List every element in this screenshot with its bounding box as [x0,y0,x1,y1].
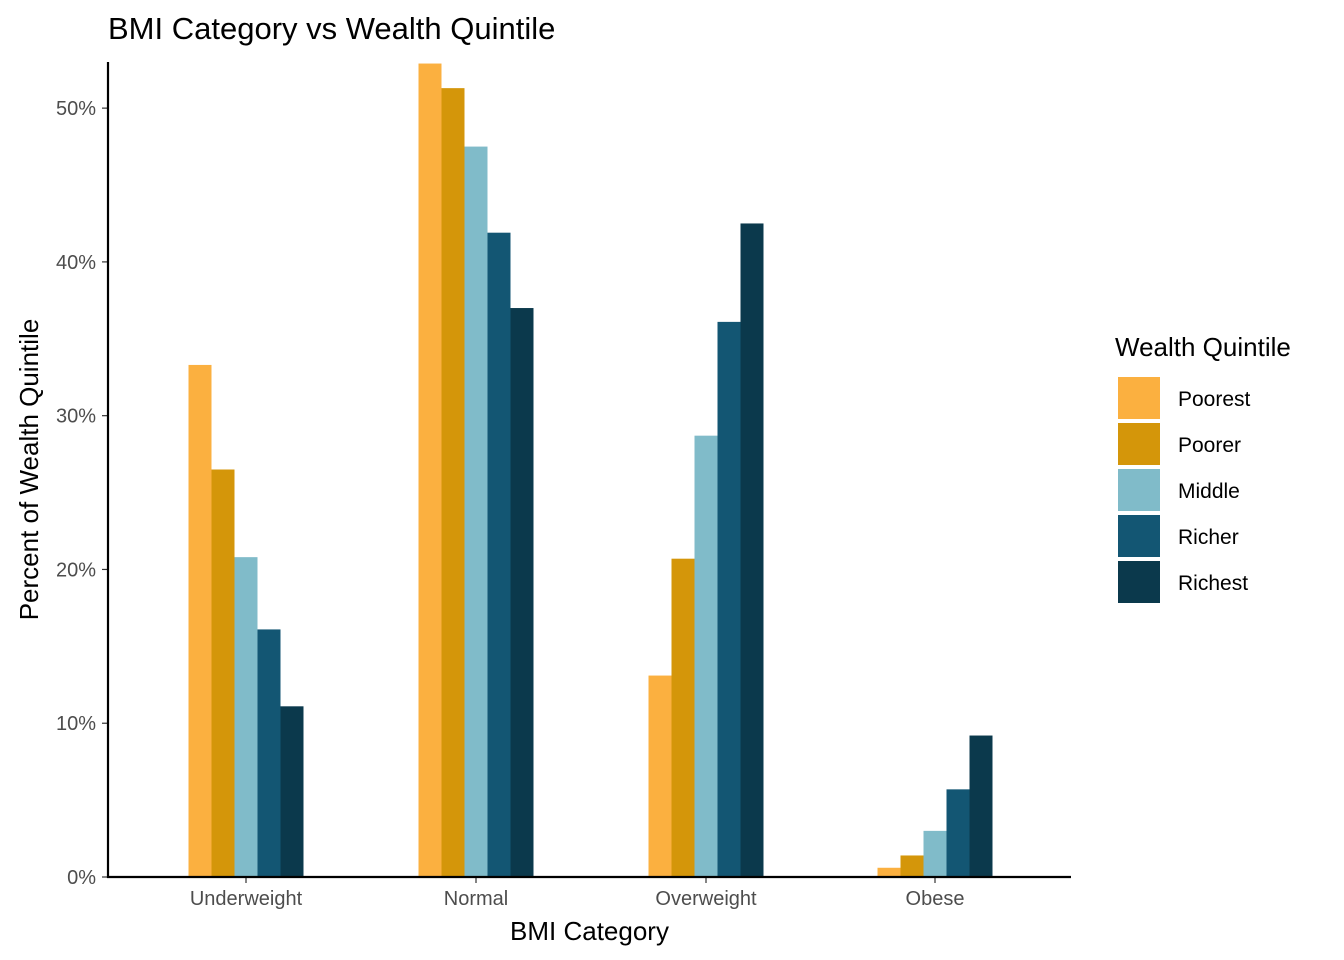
bar-overweight-poorest [648,675,672,877]
y-tick-label: 10% [56,713,96,735]
legend-label-poorest: Poorest [1178,388,1251,411]
legend-title: Wealth Quintile [1115,332,1291,362]
bar-overweight-richer [717,321,741,877]
y-tick-label: 50% [56,98,96,120]
bar-normal-richest [510,308,534,877]
x-axis-ticks: Underweight Normal Overweight Obese [190,877,965,910]
y-tick-label: 20% [56,559,96,581]
bar-obese-richer [946,789,970,877]
legend-label-richer: Richer [1178,526,1239,549]
bar-obese-poorer [900,855,924,877]
legend-items: Poorest Poorer Middle Richer Richest [1118,377,1251,603]
y-tick-label: 40% [56,252,96,274]
legend-key-richer [1118,515,1160,557]
x-tick-label-overweight: Overweight [655,888,757,910]
bar-overweight-middle [694,435,718,877]
y-axis-title: Percent of Wealth Quintile [14,319,44,621]
x-tick-label-normal: Normal [444,888,508,910]
bars-layer [188,63,993,878]
bar-underweight-richest [280,706,304,877]
legend: Wealth Quintile Poorest Poorer Middle Riche… [1115,332,1291,603]
legend-label-middle: Middle [1178,480,1240,503]
legend-key-poorer [1118,423,1160,465]
legend-key-poorest [1118,377,1160,419]
y-tick-label: 0% [67,867,96,889]
bar-normal-richer [487,232,511,877]
bar-obese-middle [923,830,947,877]
legend-label-richest: Richest [1178,572,1248,595]
bar-underweight-middle [234,557,258,877]
bar-obese-richest [969,735,993,877]
bar-obese-poorest [877,867,901,877]
bar-overweight-poorer [671,558,695,877]
bar-normal-middle [464,146,488,877]
x-axis-title: BMI Category [510,916,669,946]
legend-key-richest [1118,561,1160,603]
legend-key-middle [1118,469,1160,511]
bar-normal-poorest [418,63,442,878]
bar-underweight-poorer [211,469,235,877]
bar-normal-poorer [441,88,465,877]
x-tick-label-obese: Obese [906,888,965,910]
chart-title: BMI Category vs Wealth Quintile [108,11,555,46]
x-tick-label-underweight: Underweight [190,888,303,910]
y-tick-label: 30% [56,406,96,428]
bar-underweight-poorest [188,364,212,877]
bar-overweight-richest [740,223,764,877]
bar-underweight-richer [257,629,281,877]
legend-label-poorer: Poorer [1178,434,1241,457]
y-axis-ticks: 0% 10% 20% 30% 40% 50% [56,98,108,889]
